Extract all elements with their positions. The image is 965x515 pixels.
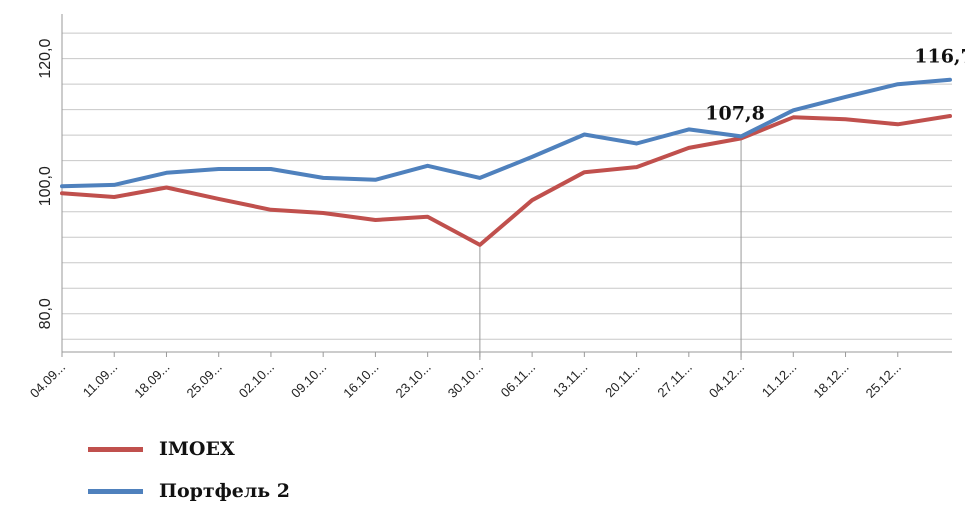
x-tick-label: 30.10... bbox=[445, 360, 486, 401]
x-tick-label: 16.10... bbox=[340, 360, 381, 401]
legend-swatch-portfolio-2 bbox=[88, 488, 143, 494]
x-tick-label: 02.10... bbox=[236, 360, 277, 401]
data-label: 116,7 bbox=[914, 46, 965, 68]
series-line-портфель-2 bbox=[60, 77, 952, 189]
x-tick-label: 04.09... bbox=[27, 360, 68, 401]
x-tick-label: 20.11... bbox=[602, 360, 643, 401]
series-lines bbox=[60, 77, 952, 247]
y-tick-label: 80,0 bbox=[37, 298, 54, 329]
y-tick-labels: 80,0 100,0 120,0 bbox=[37, 39, 54, 330]
x-tick-label: 18.09... bbox=[131, 360, 172, 401]
x-tick-label: 27.11... bbox=[654, 360, 695, 401]
y-tick-label: 120,0 bbox=[37, 39, 54, 79]
y-tick-label: 100,0 bbox=[37, 166, 54, 206]
x-tick-label: 25.09... bbox=[184, 360, 225, 401]
series-line-imoex bbox=[60, 114, 952, 247]
x-tick-label: 11.12... bbox=[759, 360, 800, 401]
x-tick-label: 11.09... bbox=[80, 360, 121, 401]
legend: IMOEX Портфель 2 bbox=[88, 428, 290, 512]
legend-swatch-imoex bbox=[88, 446, 143, 452]
line-chart: 80,0 100,0 120,0 04.09... 11.09... 18.09... 2… bbox=[27, 14, 965, 401]
grid-lines bbox=[62, 32, 952, 340]
legend-label-imoex: IMOEX bbox=[159, 438, 235, 460]
legend-item-portfolio-2: Портфель 2 bbox=[88, 470, 290, 512]
x-tick-label: 06.11... bbox=[498, 360, 539, 401]
data-labels: 107,8 116,7 bbox=[705, 46, 965, 125]
x-tick-label: 09.10... bbox=[288, 360, 329, 401]
x-tick-label: 23.10... bbox=[392, 360, 433, 401]
x-tick-label: 25.12... bbox=[863, 360, 904, 401]
legend-item-imoex: IMOEX bbox=[88, 428, 290, 470]
legend-label-portfolio-2: Портфель 2 bbox=[159, 480, 291, 502]
x-tick-label: 13.11... bbox=[550, 360, 591, 401]
data-label: 107,8 bbox=[705, 102, 765, 124]
x-tick-labels: 04.09... 11.09... 18.09... 25.09... 02.10...… bbox=[27, 360, 904, 401]
axes bbox=[61, 14, 952, 360]
x-tick-label: 04.12... bbox=[706, 360, 747, 401]
x-tick-label: 18.12... bbox=[810, 360, 851, 401]
